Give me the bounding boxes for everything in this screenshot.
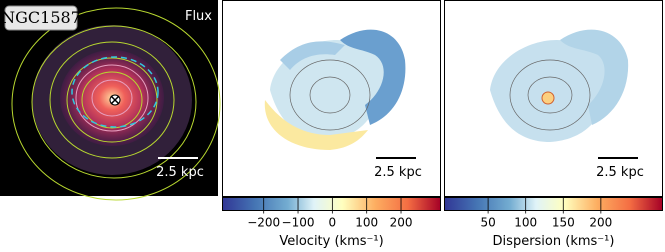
galaxy-name: NGC1587 xyxy=(1,8,81,27)
scale-bar-label: 2.5 kpc xyxy=(156,165,204,180)
scale-bar-label: 2.5 kpc xyxy=(374,165,422,180)
velocity-panel: 2.5 kpc xyxy=(222,0,441,197)
scale-bar-label: 2.5 kpc xyxy=(596,165,644,180)
tick-label: 100 xyxy=(514,216,537,230)
tick-label: 200 xyxy=(390,216,413,230)
tick-label: 200 xyxy=(589,216,612,230)
flux-panel: NGC1587 Flux 2.5 kpc xyxy=(0,0,221,201)
colorbars: −200 −100 0 100 200 Velocity (kms⁻¹) 50 100 150 2… xyxy=(222,197,663,249)
tick-label: 100 xyxy=(355,216,378,230)
colorbar-label: Velocity (kms⁻¹) xyxy=(279,234,383,249)
tick-label: 50 xyxy=(480,216,495,230)
tick-label: 150 xyxy=(552,216,575,230)
panel-label: Flux xyxy=(185,9,212,24)
tick-label: −200 xyxy=(247,216,280,230)
tick-label: −100 xyxy=(282,216,315,230)
dispersion-panel: 2.5 kpc xyxy=(444,0,663,197)
colorbar-label: Dispersion (kms⁻¹) xyxy=(493,234,615,249)
colorbar xyxy=(444,197,663,211)
colorbar xyxy=(222,197,441,211)
tick-label: 0 xyxy=(329,216,337,230)
